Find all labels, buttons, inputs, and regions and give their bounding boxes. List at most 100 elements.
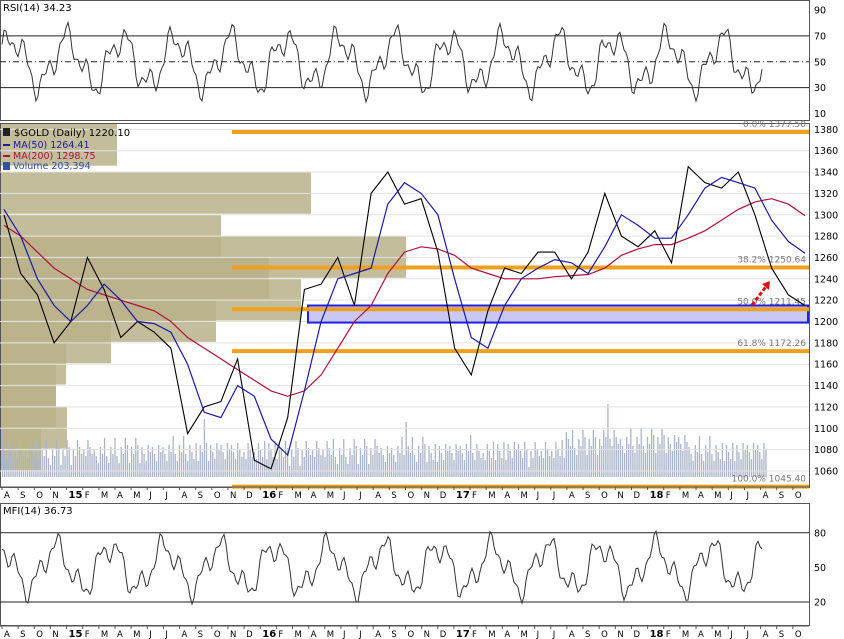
volume-bar: [474, 460, 476, 477]
volume-bar: [696, 452, 699, 477]
volume-bar: [447, 451, 449, 477]
volume-bar: [168, 445, 170, 477]
volume-bar: [130, 447, 133, 477]
volume-bar: [318, 448, 320, 477]
legend-ma200: MA(200) 1298.75: [13, 151, 96, 162]
volume-bar: [41, 449, 43, 477]
volume-bar: [692, 461, 694, 477]
volume-bar: [18, 442, 20, 477]
volume-bar: [2, 427, 4, 477]
axis-label: O: [408, 630, 415, 639]
mfi-label: MFI(14) 36.73: [3, 506, 73, 517]
volume-bar: [621, 446, 624, 477]
volume-bar: [459, 446, 461, 477]
axis-label: N: [424, 630, 430, 639]
volume-bar: [623, 453, 626, 477]
axis-label: N: [617, 630, 623, 639]
axis-label: O: [214, 491, 221, 501]
axis-label: A: [504, 630, 510, 639]
volume-bar: [761, 459, 763, 477]
volume-bar: [605, 437, 607, 477]
volume-bar: [669, 444, 671, 477]
volume-bar: [43, 456, 45, 477]
axis-label: N: [617, 491, 623, 501]
volume-bar: [295, 441, 297, 477]
volume-bar: [164, 454, 166, 477]
volume-bar: [210, 445, 212, 477]
volume-bar: [76, 440, 79, 477]
volume-bar: [393, 455, 395, 477]
volume-bar: [218, 450, 220, 477]
volume-bar: [216, 443, 218, 477]
legend: MA(50) 1264.41 MA(200) 1298.75 Volume 20…: [3, 140, 96, 172]
volume-bar: [442, 460, 445, 477]
volume-bar: [638, 444, 640, 477]
volume-bar: [409, 453, 411, 477]
volume-bar: [8, 442, 10, 477]
volume-bar: [374, 439, 376, 477]
volume-bar: [463, 460, 466, 477]
volume-bar: [103, 438, 106, 477]
volume-bar: [191, 452, 193, 477]
volume-bar: [732, 443, 734, 477]
volume-bar: [309, 455, 312, 477]
volume-bar: [465, 444, 468, 477]
axis-label: M: [133, 491, 140, 501]
volume-bar: [472, 453, 474, 477]
volume-bar: [160, 452, 162, 477]
volume-bar: [384, 462, 387, 477]
volume-bar: [128, 463, 131, 477]
volume-bar: [45, 440, 47, 477]
axis-label: J: [148, 491, 152, 501]
axis-label: M: [682, 630, 689, 639]
legend-volume-swatch: [3, 162, 10, 170]
volume-bar: [212, 452, 214, 477]
volume-bar: [124, 438, 127, 477]
volume-bar: [388, 453, 391, 477]
volume-bar: [141, 447, 143, 477]
volume-bar: [97, 463, 99, 477]
volume-bar: [757, 445, 759, 477]
volume-bar: [470, 435, 472, 477]
axis-label: S: [391, 491, 396, 501]
volume-bar: [503, 442, 505, 477]
fib-level-label: 0.0% 1377.50: [743, 120, 806, 130]
volume-bar: [397, 446, 399, 477]
volume-bar: [613, 430, 615, 477]
volume-bar: [713, 461, 715, 477]
axis-label: M: [682, 491, 689, 501]
osc-tick-label: 50: [814, 563, 826, 574]
volume-bar: [580, 446, 582, 477]
volume-bar: [611, 446, 613, 477]
volume-bar: [513, 442, 515, 477]
volume-bar: [174, 454, 176, 477]
volume-bar: [297, 448, 299, 477]
volume-bar: [678, 437, 680, 477]
volume-bar: [407, 446, 409, 477]
axis-label: 17: [456, 490, 470, 501]
volume-bar: [532, 458, 534, 477]
volume-bar: [482, 453, 484, 477]
volume-bar: [270, 450, 272, 477]
volume-bar: [395, 462, 397, 477]
volume-bar: [759, 452, 761, 477]
volume-bar: [615, 437, 617, 477]
axis-label: M: [133, 630, 140, 639]
volume-bar: [249, 450, 251, 477]
axis-label: J: [745, 491, 749, 501]
axis-label: A: [311, 630, 317, 639]
volume-bar: [734, 461, 736, 477]
volume-bar: [307, 448, 310, 477]
volume-bar: [538, 456, 540, 477]
volume-bar: [634, 453, 636, 477]
volume-bar: [253, 452, 255, 477]
axis-label: N: [230, 491, 236, 501]
axis-label: S: [20, 630, 25, 639]
price-tick-label: 1300: [814, 210, 838, 221]
axis-label: 16: [262, 629, 276, 639]
volume-bar: [299, 466, 301, 477]
volume-bar: [418, 446, 420, 477]
axis-label: A: [182, 491, 188, 501]
volume-bar: [754, 450, 757, 477]
axis-label: J: [164, 491, 168, 501]
